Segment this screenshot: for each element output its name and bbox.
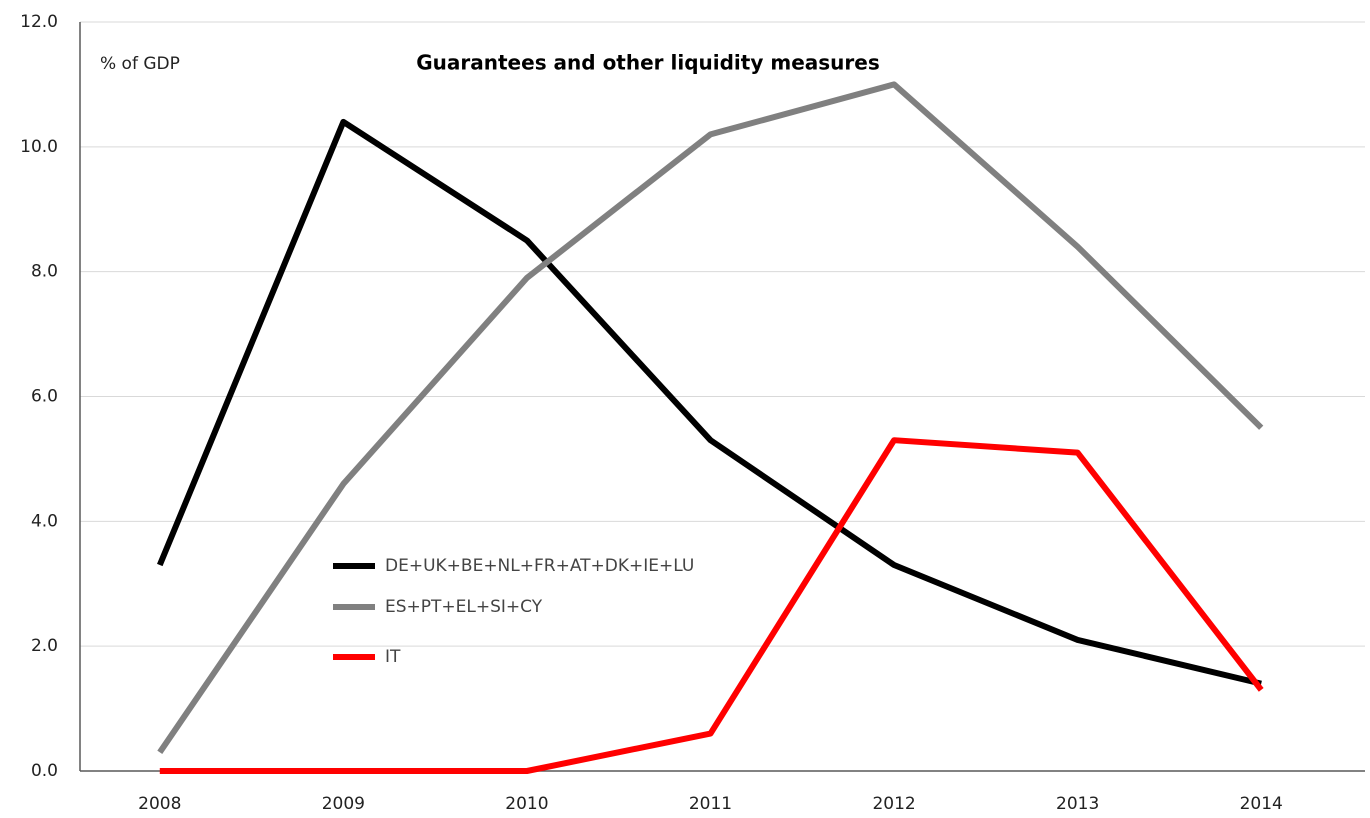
y-tick-label: 2.0	[31, 636, 58, 656]
x-tick-label: 2013	[1056, 794, 1099, 814]
chart-title: Guarantees and other liquidity measures	[416, 51, 879, 75]
legend-label: DE+UK+BE+NL+FR+AT+DK+IE+LU	[385, 556, 694, 576]
x-tick-label: 2012	[872, 794, 915, 814]
y-axis-label: % of GDP	[100, 54, 180, 74]
y-tick-label: 8.0	[31, 262, 58, 282]
y-tick-label: 0.0	[31, 761, 58, 781]
legend-label: IT	[385, 647, 401, 667]
x-tick-label: 2011	[689, 794, 732, 814]
series-line	[157, 118, 1262, 687]
series-line	[159, 437, 1264, 774]
x-tick-label: 2009	[322, 794, 365, 814]
x-tick-label: 2010	[505, 794, 548, 814]
x-tick-label: 2008	[138, 794, 181, 814]
x-tick-label: 2014	[1240, 794, 1283, 814]
y-tick-label: 6.0	[31, 387, 58, 407]
legend-label: ES+PT+EL+SI+CY	[385, 597, 543, 617]
y-tick-label: 10.0	[20, 137, 58, 157]
y-tick-label: 12.0	[20, 12, 58, 32]
series-line	[157, 81, 1264, 754]
y-tick-label: 4.0	[31, 511, 58, 531]
